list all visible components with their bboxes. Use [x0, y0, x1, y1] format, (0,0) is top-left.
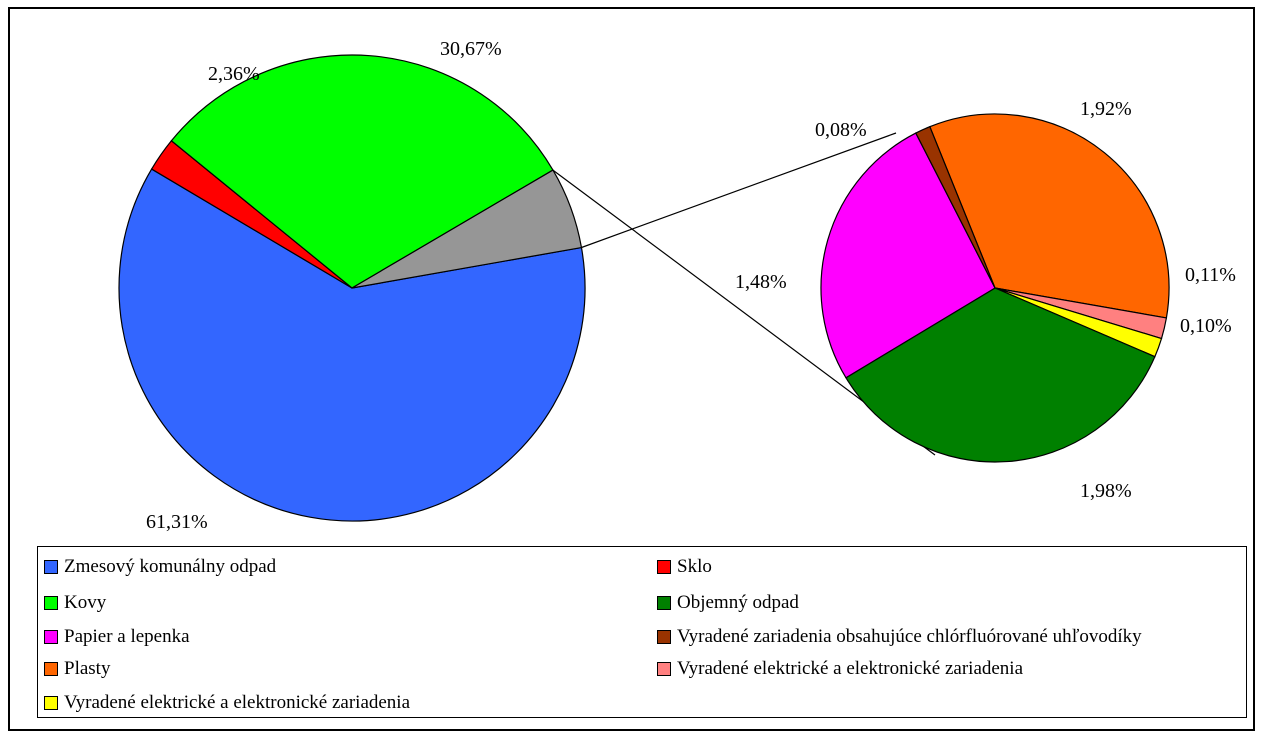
- legend-item: Plasty: [44, 657, 110, 681]
- legend-label: Objemný odpad: [677, 592, 799, 613]
- data-labels: 61,31% 2,36% 30,67% 1,92% 0,11% 0,10% 1,98% 1,4…: [146, 38, 1236, 533]
- legend-label: Kovy: [64, 592, 107, 613]
- legend-item: Objemný odpad: [657, 591, 799, 615]
- connector-line: [581, 132, 897, 249]
- data-label: 1,98%: [1080, 480, 1132, 502]
- legend-swatch: [44, 630, 58, 644]
- legend-swatch: [657, 560, 671, 574]
- legend-label: Vyradené elektrické a elektronické zaria…: [64, 692, 411, 713]
- data-label: 61,31%: [146, 511, 208, 533]
- legend-label: Vyradené elektrické a elektronické zaria…: [677, 658, 1024, 679]
- legend-item: Papier a lepenka: [44, 625, 190, 649]
- legend-label: Plasty: [64, 658, 111, 679]
- legend-swatch: [44, 596, 58, 610]
- data-label: 0,10%: [1180, 315, 1232, 337]
- pie-slice: [351, 169, 583, 289]
- legend: Zmesový komunálny odpad Sklo Kovy Objemn…: [37, 546, 1247, 718]
- legend-item: Vyradené zariadenia obsahujúce chlórfluó…: [657, 625, 1142, 649]
- data-label: 0,11%: [1185, 264, 1236, 286]
- legend-swatch: [44, 662, 58, 676]
- legend-label: Zmesový komunálny odpad: [64, 556, 277, 577]
- legend-item: Sklo: [657, 555, 712, 579]
- pie-slice: [820, 132, 996, 379]
- data-label: 2,36%: [208, 63, 260, 85]
- detail-pie: [820, 113, 1170, 463]
- legend-label: Vyradené zariadenia obsahujúce chlórfluó…: [677, 626, 1142, 647]
- legend-swatch: [657, 662, 671, 676]
- pie-slice: [118, 168, 586, 522]
- data-label: 1,48%: [735, 271, 787, 293]
- legend-swatch: [657, 630, 671, 644]
- main-pie: [118, 54, 586, 522]
- legend-item: Vyradené elektrické a elektronické zaria…: [44, 691, 410, 715]
- legend-label: Papier a lepenka: [64, 626, 190, 647]
- legend-swatch: [657, 596, 671, 610]
- pie-slice: [914, 125, 996, 289]
- pie-slice: [929, 113, 1170, 319]
- legend-item: Zmesový komunálny odpad: [44, 555, 276, 579]
- pie-slice: [170, 54, 554, 289]
- legend-item: Kovy: [44, 591, 106, 615]
- data-label: 1,92%: [1080, 98, 1132, 120]
- legend-label: Sklo: [677, 556, 712, 577]
- legend-swatch: [44, 696, 58, 710]
- data-label: 0,08%: [815, 119, 867, 141]
- legend-swatch: [44, 560, 58, 574]
- data-label: 30,67%: [440, 38, 502, 60]
- legend-item: Vyradené elektrické a elektronické zaria…: [657, 657, 1023, 681]
